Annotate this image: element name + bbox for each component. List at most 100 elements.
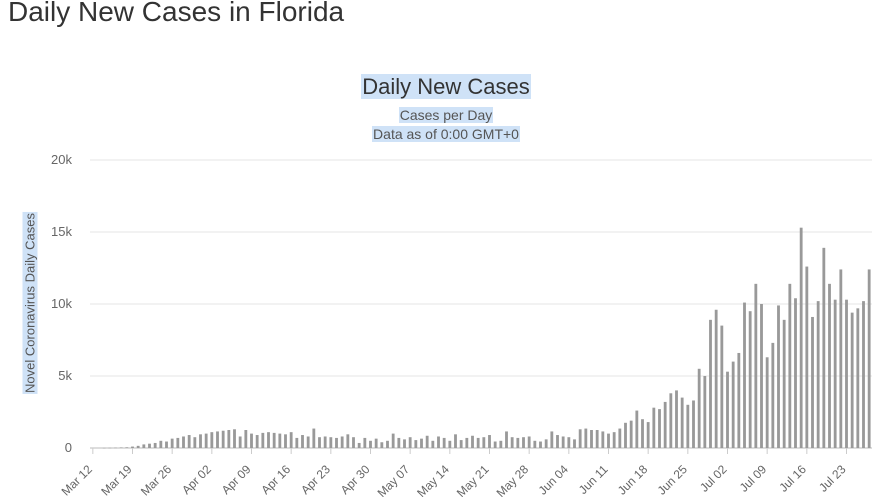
- bar: [397, 437, 401, 448]
- bar: [794, 298, 797, 448]
- bar: [142, 444, 146, 448]
- bar: [233, 429, 236, 448]
- x-tick-label: Jul 16: [776, 462, 809, 495]
- bar: [522, 437, 525, 448]
- x-tick-label: May 28: [494, 462, 532, 497]
- y-axis: 0 5k 10k 15k 20k: [51, 152, 72, 455]
- bar: [272, 432, 276, 448]
- bar: [363, 437, 367, 448]
- bar: [737, 352, 741, 448]
- bar: [465, 437, 469, 448]
- bar: [369, 440, 372, 448]
- bar: [561, 436, 565, 448]
- bar: [510, 437, 514, 448]
- bar: [556, 435, 559, 448]
- x-tick-label: Jul 09: [737, 462, 770, 495]
- bars: [102, 227, 871, 449]
- bar: [748, 311, 752, 448]
- x-tick-label: Jul 02: [697, 462, 730, 495]
- bar: [204, 433, 208, 448]
- y-tick-label: 0: [65, 440, 72, 455]
- bar: [471, 435, 474, 448]
- bar: [862, 301, 865, 448]
- bar: [255, 435, 259, 448]
- bar: [210, 432, 214, 448]
- bar: [386, 440, 389, 448]
- bar: [635, 410, 639, 448]
- bar: [777, 305, 780, 448]
- bar: [403, 439, 406, 448]
- bar: [335, 437, 338, 448]
- bar: [505, 431, 508, 448]
- bar: [856, 308, 860, 448]
- bar: [607, 433, 610, 448]
- bar: [318, 437, 321, 448]
- bar: [312, 428, 316, 448]
- y-tick-label: 20k: [51, 152, 72, 167]
- x-tick-label: Mar 26: [138, 462, 175, 497]
- bar: [839, 269, 843, 448]
- bar: [686, 404, 690, 448]
- y-tick-label: 15k: [51, 224, 72, 239]
- bar: [420, 438, 423, 448]
- chart-subtitle-text-2: Data as of 0:00 GMT+0: [372, 126, 520, 142]
- x-tick-label: Apr 30: [338, 462, 373, 497]
- x-tick-label: Jun 04: [536, 462, 572, 497]
- bar: [352, 437, 355, 448]
- bar: [170, 438, 174, 448]
- x-tick-label: Mar 19: [98, 462, 135, 497]
- x-tick-label: Jul 23: [816, 462, 849, 495]
- bar: [590, 430, 593, 448]
- bar: [187, 435, 191, 448]
- bar: [165, 441, 168, 448]
- bar: [544, 439, 548, 448]
- chart-title: Daily New Cases: [0, 74, 882, 100]
- bar: [850, 312, 854, 448]
- bar: [765, 357, 769, 448]
- bar: [131, 446, 134, 448]
- bar: [284, 434, 287, 448]
- x-tick-label: Apr 02: [179, 462, 214, 497]
- chart-subtitle-1: Cases per Day: [0, 107, 882, 123]
- bar: [731, 361, 735, 448]
- bar: [346, 434, 350, 448]
- grid: [90, 159, 872, 449]
- bar: [720, 325, 724, 448]
- bar: [108, 447, 112, 449]
- chart-subtitle-2: Data as of 0:00 GMT+0: [0, 126, 882, 142]
- bar: [425, 435, 429, 448]
- bar: [380, 442, 384, 448]
- chart-title-text: Daily New Cases: [361, 74, 531, 99]
- bar: [788, 283, 792, 448]
- bar: [159, 440, 163, 448]
- x-tick-label: May 14: [414, 462, 452, 497]
- bar: [221, 430, 225, 448]
- bar: [760, 304, 763, 448]
- bar: [658, 409, 661, 448]
- bar: [867, 269, 871, 448]
- bar: [527, 436, 531, 448]
- bar: [148, 443, 151, 448]
- bar: [329, 437, 333, 448]
- bar: [454, 434, 457, 448]
- bar: [652, 407, 656, 448]
- bar: [295, 437, 299, 448]
- bar: [301, 435, 304, 448]
- bar: [799, 227, 803, 448]
- bar: [516, 437, 520, 448]
- x-tick-label: Apr 16: [258, 462, 293, 497]
- bar: [828, 283, 831, 448]
- bar: [261, 432, 265, 448]
- bar: [391, 433, 395, 448]
- bar: [675, 390, 678, 448]
- bar: [114, 447, 117, 449]
- bar: [459, 440, 463, 448]
- bar: [805, 266, 809, 448]
- bar: [278, 433, 282, 448]
- x-axis: Mar 12 Mar 19 Mar 26 Apr 02 Apr 09 Apr 16 Apr …: [59, 448, 849, 497]
- bar: [340, 436, 344, 448]
- x-tick-label: May 07: [375, 462, 413, 497]
- bar: [578, 429, 582, 448]
- bar: [244, 430, 248, 448]
